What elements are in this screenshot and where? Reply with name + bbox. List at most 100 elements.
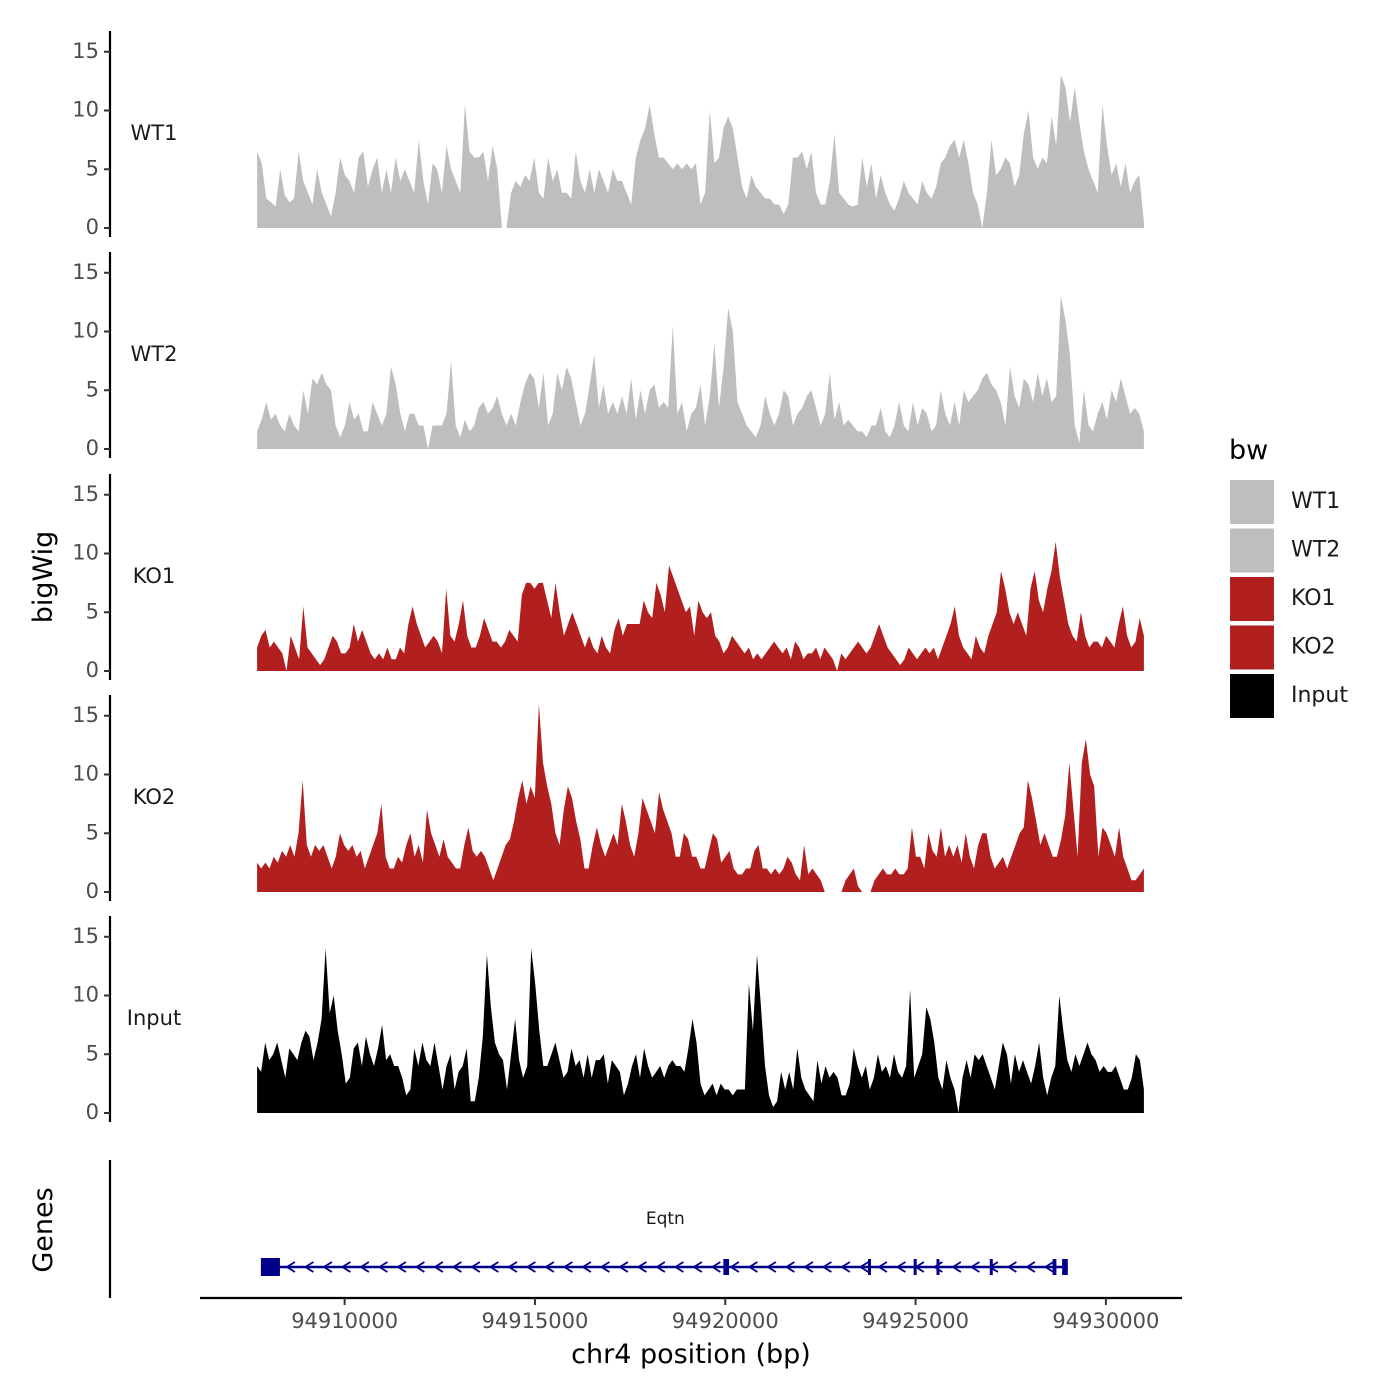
strand-arrow-icon xyxy=(784,1261,795,1273)
strand-arrow-icon xyxy=(618,1261,629,1273)
y-tick-label: 15 xyxy=(72,703,99,727)
legend-label-wt1: WT1 xyxy=(1291,489,1340,514)
strand-arrow-icon xyxy=(377,1261,388,1273)
strand-arrow-icon xyxy=(840,1261,851,1273)
strand-arrow-icon xyxy=(1043,1261,1054,1273)
y-tick-label: 15 xyxy=(72,260,99,284)
strand-arrow-icon xyxy=(932,1261,943,1273)
strand-arrow-icon xyxy=(414,1261,425,1273)
strand-arrow-icon xyxy=(599,1261,610,1273)
legend: bw WT1 WT2 KO1 KO2 Input xyxy=(1229,435,1348,718)
strand-arrow-icon xyxy=(322,1261,333,1273)
strand-arrow-icon xyxy=(303,1261,314,1273)
strand-arrow-icon xyxy=(581,1261,592,1273)
y-tick-label: 5 xyxy=(86,1041,99,1065)
legend-label-wt2: WT2 xyxy=(1291,538,1340,563)
strand-arrow-icon xyxy=(507,1261,518,1273)
track-label-ko1: KO1 xyxy=(133,564,176,588)
y-tick-label: 15 xyxy=(72,39,99,63)
x-tick-label: 94920000 xyxy=(672,1309,779,1333)
track-input: Input 0 5 10 15 xyxy=(72,916,1144,1124)
legend-key-ko2 xyxy=(1230,625,1274,670)
signal-area-input xyxy=(257,948,1144,1113)
strand-arrow-icon xyxy=(359,1261,370,1273)
legend-label-ko1: KO1 xyxy=(1291,586,1336,611)
track-wt1: WT1 0 5 10 15 xyxy=(72,31,1144,239)
signal-area-wt2 xyxy=(257,296,1144,449)
strand-arrow-icon xyxy=(396,1261,407,1273)
strand-arrow-icon xyxy=(470,1261,481,1273)
legend-label-ko2: KO2 xyxy=(1291,635,1336,660)
legend-key-wt1 xyxy=(1230,480,1274,524)
strand-arrow-icon xyxy=(729,1261,740,1273)
track-label-input: Input xyxy=(127,1006,181,1030)
x-tick-label: 94930000 xyxy=(1052,1309,1159,1333)
strand-arrow-icon xyxy=(821,1261,832,1273)
strand-arrow-icon xyxy=(877,1261,888,1273)
strand-arrow-icon xyxy=(673,1261,684,1273)
strand-arrow-icon xyxy=(562,1261,573,1273)
signal-tracks: WT1 0 5 10 15 WT2 0 5 10 15 KO1 0 5 10 15 KO2 0 5 10 15 Inpu… xyxy=(72,31,1144,1124)
y-tick-label: 15 xyxy=(72,924,99,948)
genes-axis-title: Genes xyxy=(28,1187,59,1272)
exon-block xyxy=(913,1259,917,1275)
track-label-wt1: WT1 xyxy=(131,121,178,145)
strand-arrow-icon xyxy=(766,1261,777,1273)
strand-arrow-icon xyxy=(544,1261,555,1273)
y-tick-label: 5 xyxy=(86,599,99,623)
y-tick-label: 10 xyxy=(72,98,99,122)
y-tick-label: 0 xyxy=(86,879,99,903)
strand-arrow-icon xyxy=(692,1261,703,1273)
axes: bigWig 94910000 94915000 94920000 94925000 94… xyxy=(28,531,1182,1370)
exon-block xyxy=(1062,1259,1068,1275)
y-tick-label: 5 xyxy=(86,377,99,401)
legend-title: bw xyxy=(1229,435,1268,466)
strand-arrow-icon xyxy=(747,1261,758,1273)
y-tick-label: 5 xyxy=(86,820,99,844)
gene-track: Genes Eqtn xyxy=(28,1160,1068,1298)
exon-block xyxy=(260,1258,280,1276)
y-tick-label: 0 xyxy=(86,436,99,460)
track-wt2: WT2 0 5 10 15 xyxy=(72,252,1144,460)
strand-arrow-icon xyxy=(655,1261,666,1273)
track-ko2: KO2 0 5 10 15 xyxy=(72,695,1144,903)
y-tick-label: 5 xyxy=(86,156,99,180)
strand-arrow-icon xyxy=(636,1261,647,1273)
legend-key-ko1 xyxy=(1230,577,1274,621)
exon-block xyxy=(1052,1259,1057,1275)
track-label-ko2: KO2 xyxy=(133,785,176,809)
y-tick-label: 15 xyxy=(72,482,99,506)
strand-arrow-icon xyxy=(969,1261,980,1273)
signal-area-wt1 xyxy=(257,75,1144,228)
strand-arrow-icon xyxy=(895,1261,906,1273)
exon-block xyxy=(936,1259,940,1275)
y-tick-label: 10 xyxy=(72,319,99,343)
signal-area-ko1 xyxy=(257,541,1144,671)
exon-block xyxy=(989,1259,993,1275)
strand-arrow-icon xyxy=(285,1261,296,1273)
strand-arrow-icon xyxy=(803,1261,814,1273)
track-ko1: KO1 0 5 10 15 xyxy=(72,474,1144,682)
strand-arrow-icon xyxy=(710,1261,721,1273)
strand-arrow-icon xyxy=(951,1261,962,1273)
exon-block xyxy=(723,1259,730,1275)
y-axis-title: bigWig xyxy=(28,531,59,624)
legend-label-input: Input xyxy=(1291,683,1348,708)
strand-arrow-icon xyxy=(340,1261,351,1273)
gene-name-label: Eqtn xyxy=(646,1209,685,1229)
legend-key-input xyxy=(1230,674,1274,718)
y-tick-label: 10 xyxy=(72,983,99,1007)
strand-arrow-icon xyxy=(433,1261,444,1273)
x-tick-label: 94925000 xyxy=(862,1309,969,1333)
x-axis-title: chr4 position (bp) xyxy=(571,1339,811,1370)
y-tick-label: 0 xyxy=(86,215,99,239)
exon-block xyxy=(867,1259,871,1275)
strand-arrow-icon xyxy=(858,1261,869,1273)
strand-arrow-icon xyxy=(1006,1261,1017,1273)
y-tick-label: 10 xyxy=(72,762,99,786)
x-tick-label: 94910000 xyxy=(291,1309,398,1333)
y-tick-label: 0 xyxy=(86,658,99,682)
strand-arrow-icon xyxy=(525,1261,536,1273)
track-label-wt2: WT2 xyxy=(131,342,178,366)
